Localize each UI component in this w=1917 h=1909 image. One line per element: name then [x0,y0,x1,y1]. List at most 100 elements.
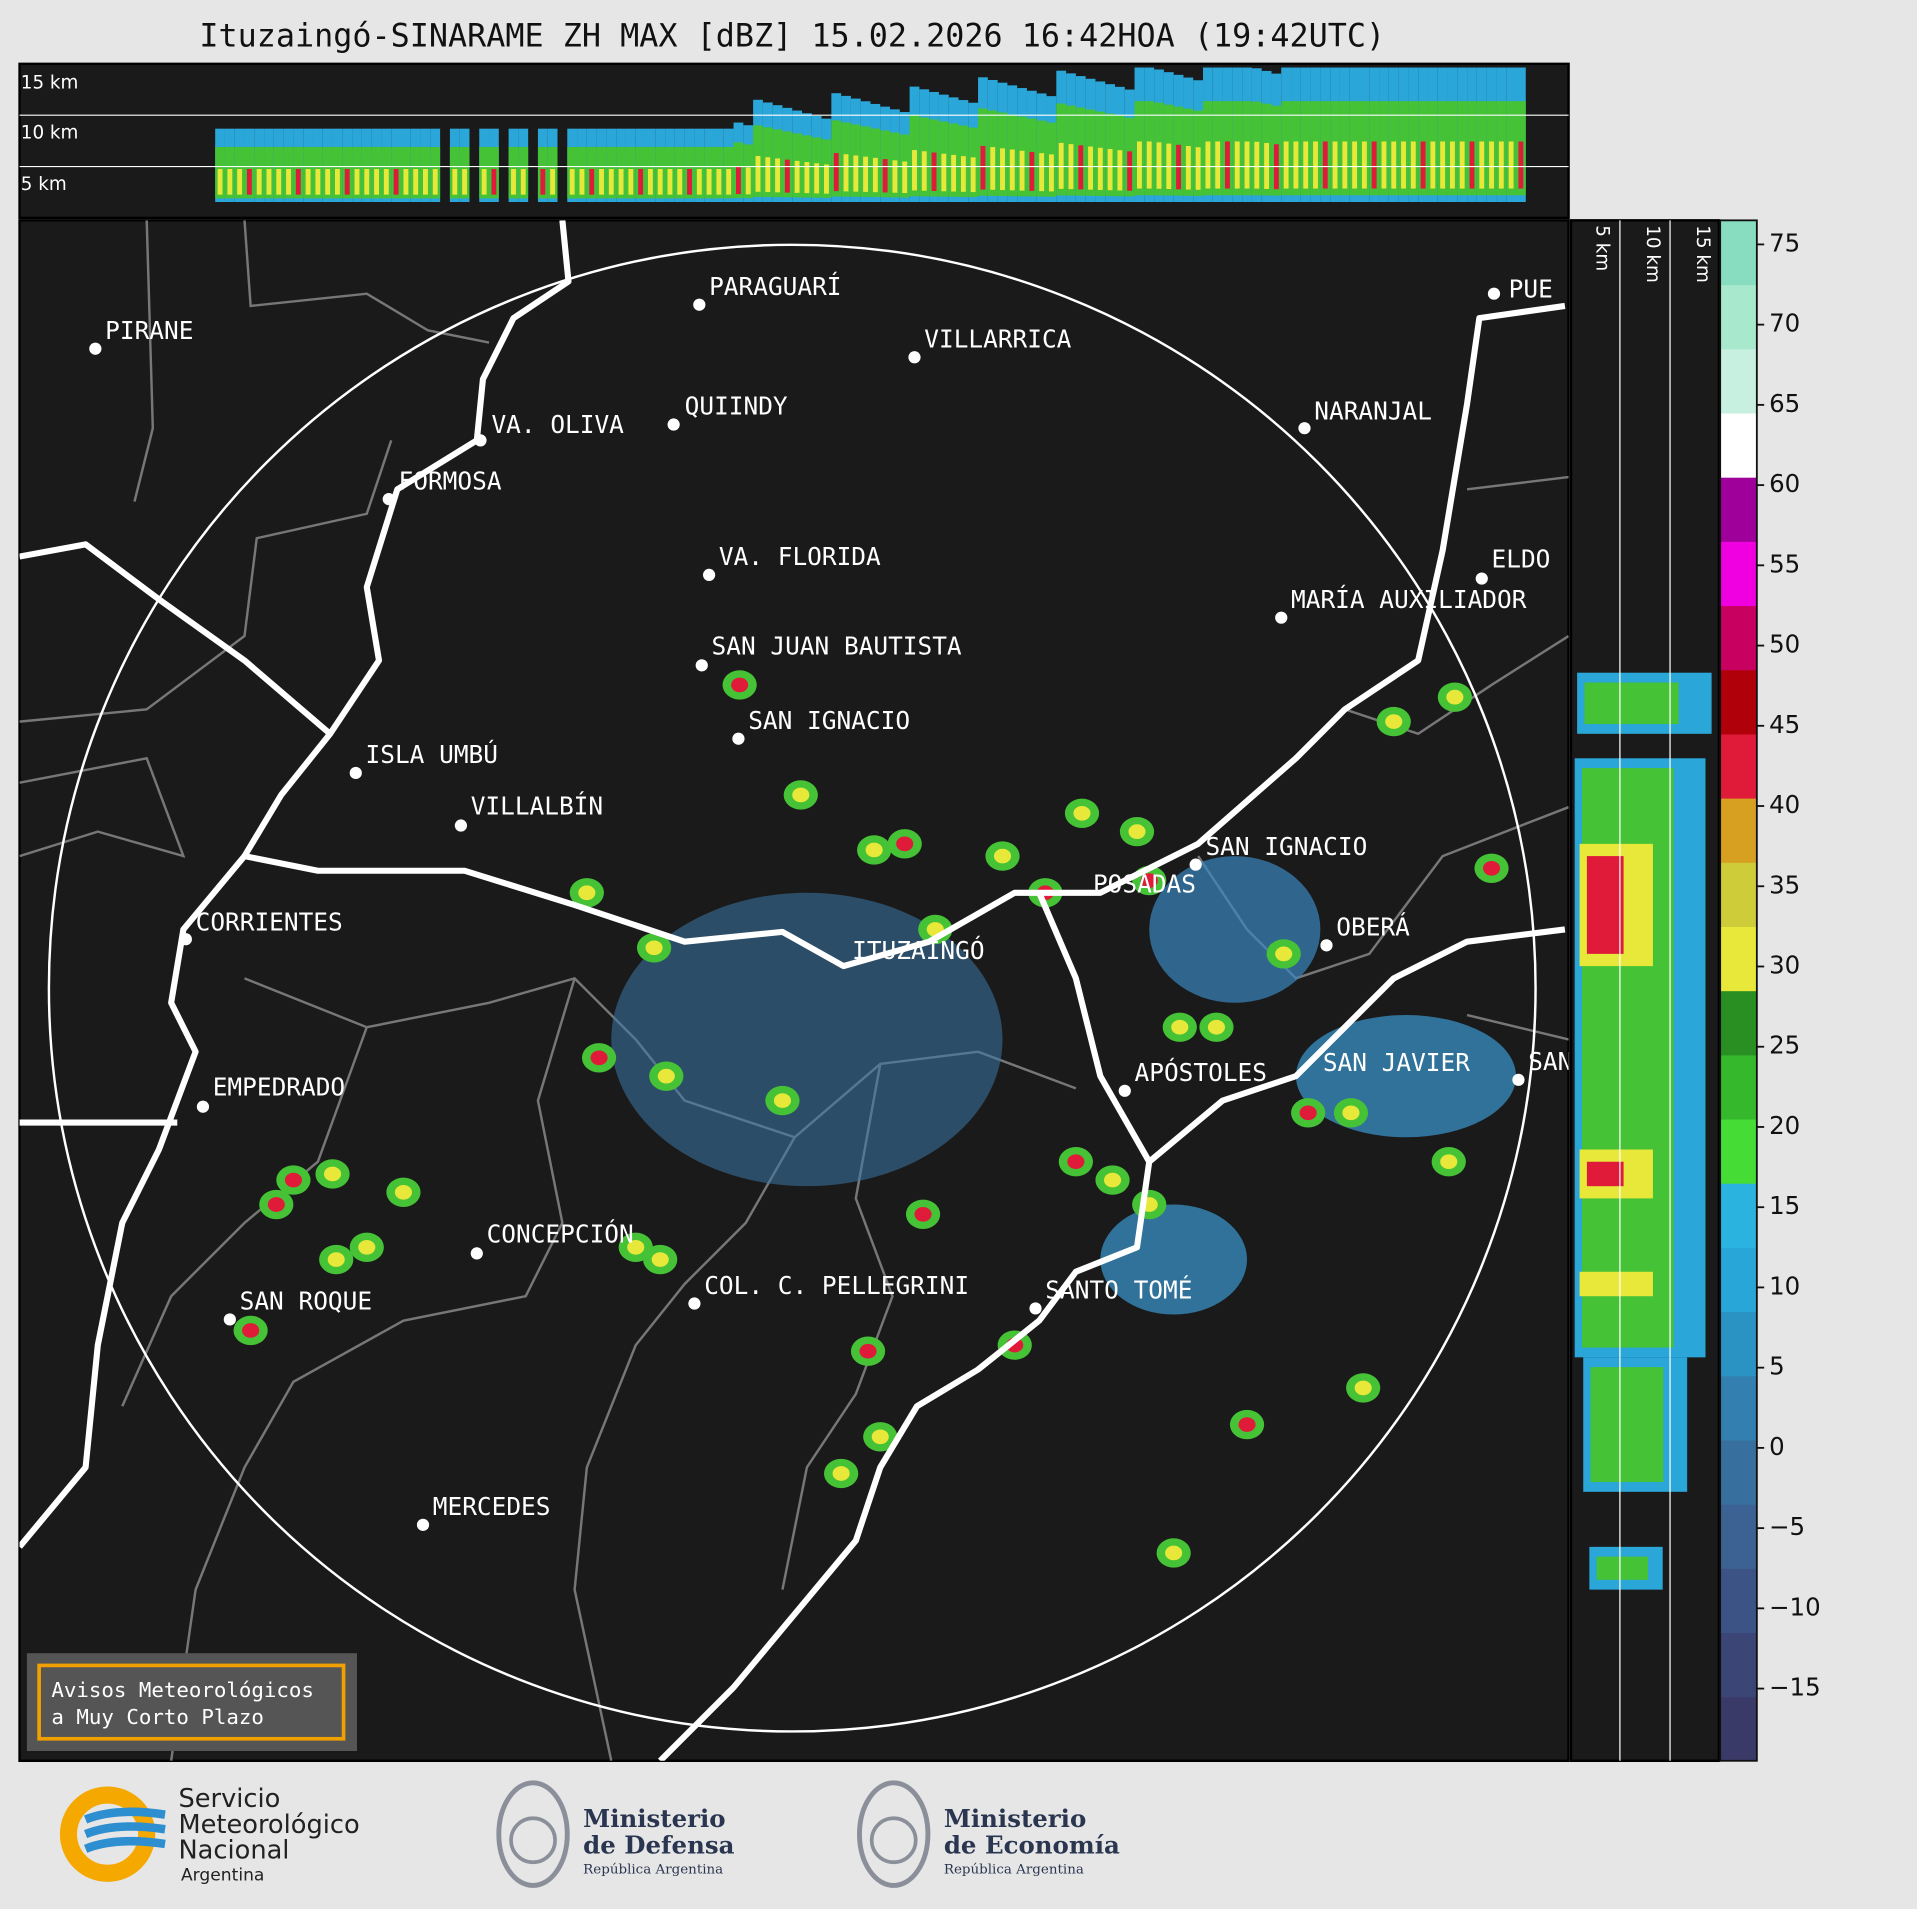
echo-column [1019,150,1025,191]
echo-column [638,168,644,195]
colorbar-tick-label: −10 [1769,1592,1821,1621]
echo-column [1136,141,1142,189]
height-label: 15 km [21,72,79,93]
echo-core [590,1050,608,1066]
echo-column [374,168,379,195]
place-marker [223,1313,236,1326]
echo-column [383,168,389,195]
echo-core [1482,860,1501,876]
colorbar-tick-label: 60 [1769,469,1800,498]
echo-column [1342,141,1348,189]
echo-column [393,168,399,195]
colorbar-tick-label: 20 [1769,1111,1800,1140]
height-label: 5 km [21,174,67,195]
place-marker [1275,611,1288,624]
echo-core [1342,1105,1360,1121]
echo-column [334,168,340,195]
echo-core [1165,1545,1183,1561]
colorbar-frame [1719,219,1758,1762]
colorbar-band [1720,1696,1757,1762]
colorbar-band [1720,1568,1757,1634]
colorbar-band [1720,669,1757,735]
echo-column [266,168,272,195]
echo-column [520,168,526,195]
place-marker [1298,422,1311,435]
echo-column [305,168,311,195]
echo-column [1205,141,1211,189]
colorbar-band [1720,477,1757,542]
seal [857,1780,931,1888]
echo-core [865,842,883,858]
place-marker [454,819,468,832]
colorbar-tick-label: 30 [1769,950,1800,979]
echo-column [628,168,634,195]
echo-column [481,168,487,195]
place-label: APÓSTOLES [1135,1057,1267,1087]
place-label: SAN IGNACIO [748,706,910,735]
place-marker [667,418,680,431]
seal [869,1816,918,1865]
echo-core [792,787,810,803]
colorbar-band [1720,541,1757,607]
place-label: SAN IGNACIO [1205,832,1367,861]
echo-column [814,163,820,194]
echo-core [651,1252,669,1267]
place-label: MERCEDES [433,1492,551,1521]
echo-column [1283,141,1289,189]
echo-column [1391,141,1397,189]
smn-logo: Servicio Meteorológico Nacional Argentin… [59,1784,360,1886]
height-label: 10 km [21,122,79,143]
echo-core [242,1323,260,1338]
notice-box[interactable] [26,1653,357,1752]
echo-column [246,168,252,195]
map-content: PARAGUARÍ VILLARRICA PIRANE QUIINDY VA. OLIV… [19,220,1569,1761]
place-marker [474,434,487,447]
place-label: POSADAS [1093,870,1196,899]
echo-column [1244,141,1250,189]
echo-core [832,1466,850,1481]
place-label: ITUZAINGÓ [852,935,984,965]
echo-column [295,168,301,195]
colorbar-tick-label: 70 [1769,309,1800,338]
notice-text: Avisos Meteorológicos [51,1678,314,1702]
echo-column [256,168,262,195]
title: Ituzaingó-SINARAME ZH MAX [dBZ] 15.02.20… [199,19,1385,55]
echo-column [853,155,859,192]
side-profile-echoes [1574,672,1712,1590]
colorbar-tick-label: 40 [1769,790,1800,819]
colorbar-tick-label: −15 [1769,1673,1821,1702]
echo-column [1469,141,1475,189]
echo-column [775,158,781,193]
echo-core [859,1343,877,1359]
echo-core [1440,1154,1458,1170]
economia-logo: Ministerio de Economía República Argenti… [857,1780,1120,1888]
colorbar-tick-label: −5 [1769,1512,1805,1541]
echo-core [1103,1172,1122,1188]
echo-column [1039,153,1045,192]
place-label: MARÍA AUXILIADOR [1291,585,1527,614]
logo-text: Argentina [181,1866,264,1886]
height-label: 10 km [1642,225,1663,283]
echo-core [657,1068,675,1084]
echo-core [871,1429,889,1445]
place-marker [1487,287,1501,300]
echo-column [970,157,976,193]
echo-column [491,168,497,195]
echo-column [286,168,291,195]
logo-text: República Argentina [944,1862,1084,1877]
echo-column [237,168,243,195]
echo-column [1156,142,1162,189]
logo-text: Ministerio [944,1804,1086,1833]
echo-column [1322,141,1328,189]
echo-column [1489,141,1494,189]
echo-column [1146,141,1152,189]
echo-column [990,147,996,190]
echo-column [765,157,771,193]
seal [496,1780,570,1888]
echo-column [1009,149,1015,191]
colorbar-band [1720,1118,1757,1184]
notice-border [37,1663,346,1741]
place-label: PIRANE [105,316,193,345]
echo-column [687,168,692,195]
